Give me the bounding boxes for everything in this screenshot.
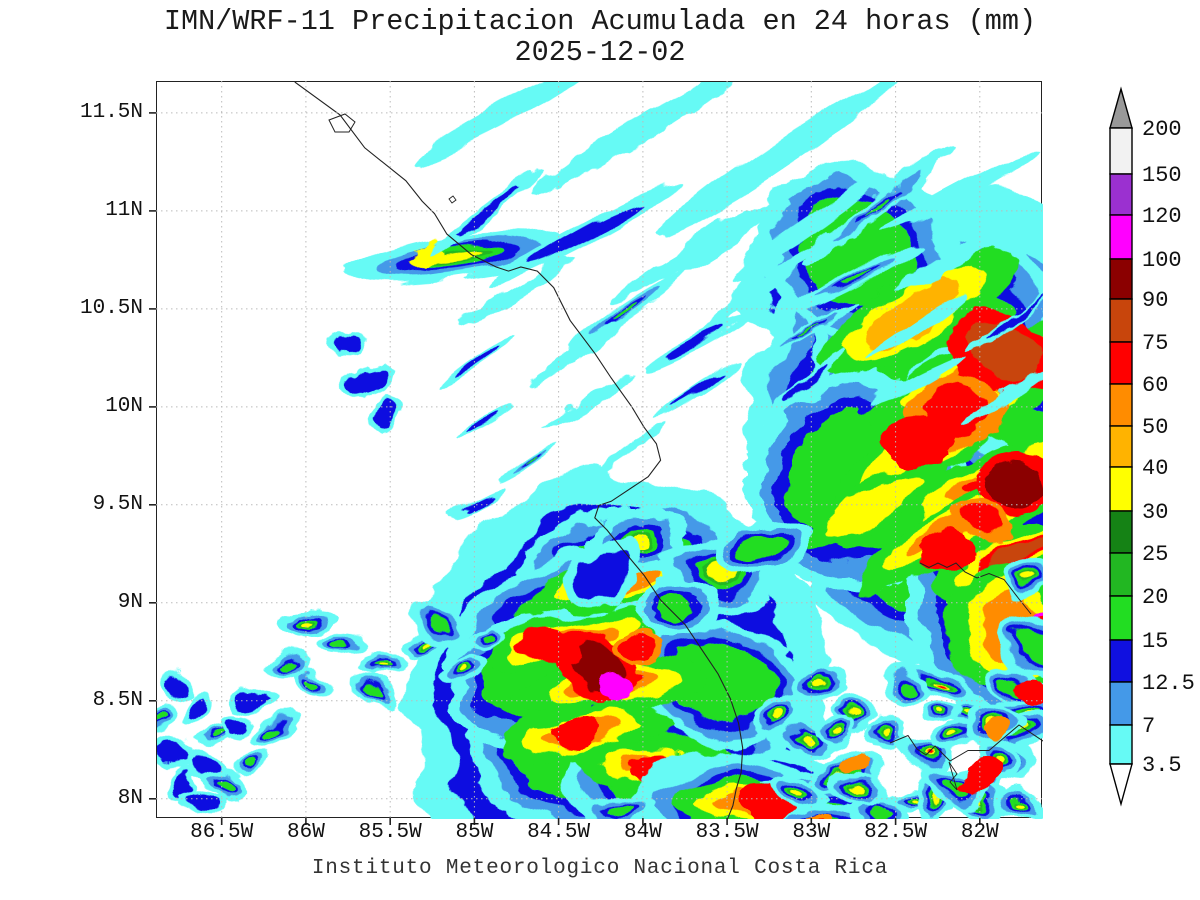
svg-text:200: 200	[1142, 117, 1182, 142]
svg-text:7: 7	[1142, 714, 1155, 739]
svg-text:150: 150	[1142, 163, 1182, 188]
svg-text:30: 30	[1142, 500, 1168, 525]
svg-text:50: 50	[1142, 415, 1168, 440]
svg-text:120: 120	[1142, 204, 1182, 229]
svg-text:100: 100	[1142, 248, 1182, 273]
svg-text:90: 90	[1142, 288, 1168, 313]
svg-text:3.5: 3.5	[1142, 753, 1182, 778]
svg-text:40: 40	[1142, 456, 1168, 481]
svg-text:15: 15	[1142, 629, 1168, 654]
svg-text:75: 75	[1142, 331, 1168, 356]
svg-text:12.5: 12.5	[1142, 671, 1195, 696]
svg-text:25: 25	[1142, 542, 1168, 567]
svg-text:20: 20	[1142, 585, 1168, 610]
svg-text:60: 60	[1142, 373, 1168, 398]
